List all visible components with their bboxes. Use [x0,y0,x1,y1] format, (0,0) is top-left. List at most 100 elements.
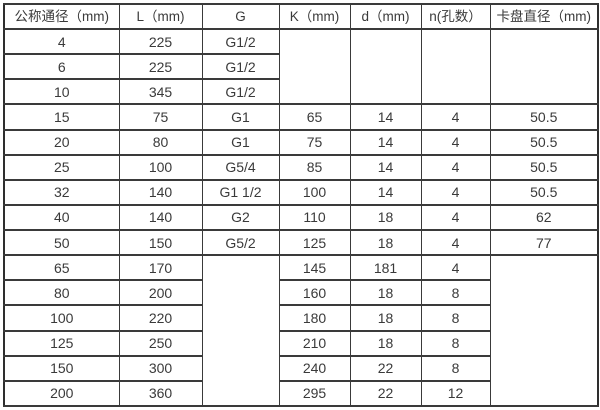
table-cell: 100 [3,304,120,332]
merged-empty-cell [489,254,599,407]
table-cell: 145 [278,254,351,282]
table-row: 80 200 160 18 8 [3,279,598,307]
table-cell: 22 [349,354,422,382]
table-cell: 4 [420,203,491,232]
table-cell: 140 [118,203,203,232]
table-cell: 50.5 [489,128,599,156]
table-cell: G1 [201,128,280,156]
table-body: 4 225 G1/2 6 225 G1/2 10 345 G1/2 15 75 G1 65 14 4 50.5… [3,27,599,408]
table-cell: 360 [118,379,203,408]
column-header: K（mm) [278,3,351,30]
merged-empty-cell [349,27,422,106]
table-cell: 50.5 [489,103,599,131]
table-row: 65 170 145 181 4 [3,254,599,407]
table-row: 32 140 G1 1/2 100 14 4 50.5 [3,178,599,206]
table-cell: 8 [420,304,491,332]
table-cell: 32 [3,178,120,206]
table-cell: 8 [420,279,491,307]
column-header: G [201,3,280,30]
table-row: 125 250 210 18 8 [3,329,598,357]
table-cell: 65 [278,103,351,131]
table-cell: 18 [349,203,422,232]
table-cell: 18 [349,304,422,332]
table-row: 50 150 G5/2 125 18 4 77 [3,228,599,257]
merged-empty-cell [489,27,599,106]
table-cell: 4 [420,178,491,206]
table-cell: 4 [420,254,491,282]
table-cell: 85 [278,153,351,181]
table-cell: G1 1/2 [201,178,280,206]
table-cell: 8 [420,329,491,357]
table-row: 6 225 G1/2 [3,53,598,81]
table-cell: G5/2 [201,228,280,257]
table-cell: 50.5 [489,153,599,181]
table-cell: G1 [201,103,280,131]
table-cell: 80 [118,128,203,156]
column-header: 公称通径（mm) [3,3,120,30]
table-cell: 50 [3,228,120,257]
table-cell: 140 [118,178,203,206]
table-cell: 160 [278,279,351,307]
table-cell: 62 [489,203,599,232]
table-cell: 240 [278,354,351,382]
table-cell: G1/2 [201,27,280,56]
table-cell: 200 [3,379,120,408]
table-cell: 10 [3,78,120,106]
column-header: n(孔数） [420,3,491,30]
table-cell: 80 [3,279,120,307]
table-row: 10 345 G1/2 [3,78,598,106]
table-row: 15 75 G1 65 14 4 50.5 [3,103,599,131]
column-header: 卡盘直径（mm) [489,3,599,30]
table-cell: 210 [278,329,351,357]
table-cell: 150 [118,228,203,257]
table-cell: 300 [118,354,203,382]
merged-empty-cell [278,27,351,106]
table-cell: 4 [420,128,491,156]
table-cell: 4 [420,103,491,131]
table-cell: G2 [201,203,280,232]
table-row: 20 80 G1 75 14 4 50.5 [3,128,599,156]
table-cell: 20 [3,128,120,156]
table-cell: 180 [278,304,351,332]
table-cell: 345 [118,78,203,106]
table-cell: 12 [420,379,491,408]
table-cell: 200 [118,279,203,307]
table-cell: 14 [349,178,422,206]
table-cell: 18 [349,279,422,307]
table-cell: 181 [349,254,422,282]
table-cell: 14 [349,153,422,181]
table-cell: 18 [349,228,422,257]
table-cell: 100 [118,153,203,181]
table-cell: 65 [3,254,120,282]
column-header: L（mm) [118,3,203,30]
merged-empty-cell [420,27,491,106]
table-cell: 8 [420,354,491,382]
table-cell: G1/2 [201,78,280,106]
table-cell: 220 [118,304,203,332]
table-cell: 14 [349,103,422,131]
table-cell: 125 [3,329,120,357]
table-cell: 4 [3,27,120,56]
table-cell: G5/4 [201,153,280,181]
table-cell: 77 [489,228,599,257]
table-cell: 250 [118,329,203,357]
table-cell: 125 [278,228,351,257]
table-cell: 225 [118,27,203,56]
table-cell: 4 [420,228,491,257]
table-cell: 75 [118,103,203,131]
table-cell: 110 [278,203,351,232]
table-cell: G1/2 [201,53,280,81]
table-cell: 100 [278,178,351,206]
table-row: 40 140 G2 110 18 4 62 [3,203,599,232]
table-cell: 14 [349,128,422,156]
table-cell: 225 [118,53,203,81]
column-header: d（mm) [349,3,422,30]
table-cell: 18 [349,329,422,357]
table-cell: 15 [3,103,120,131]
table-cell: 4 [420,153,491,181]
table-row: 200 360 295 22 12 [3,379,598,408]
table-row: 4 225 G1/2 [3,27,599,106]
table-cell: 6 [3,53,120,81]
